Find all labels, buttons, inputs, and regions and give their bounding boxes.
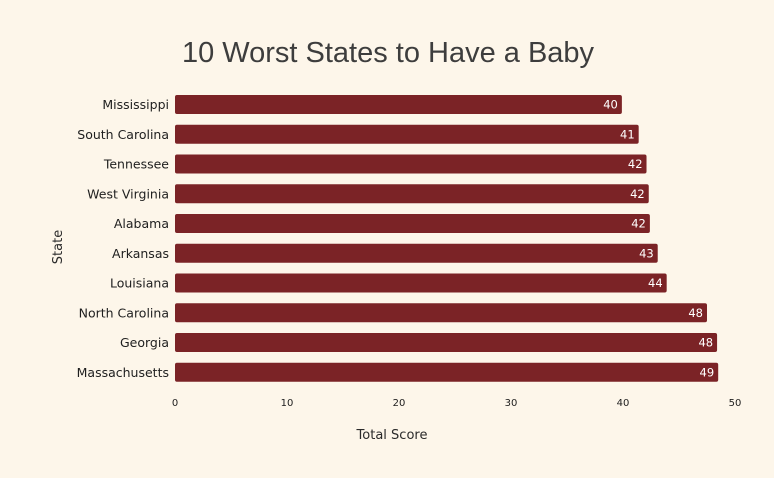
x-tick-label: 10 [281,398,294,409]
data-label: 41 [620,127,635,141]
x-axis-title: Total Score [356,428,428,443]
category-label: Arkansas [112,246,169,261]
x-tick-label: 50 [729,398,742,409]
x-tick-label: 40 [617,398,630,409]
data-label: 42 [628,157,643,171]
bar-georgia [175,333,718,352]
x-axis-ticks: 0 10 20 30 40 50 [172,398,742,409]
data-label: 42 [630,187,645,201]
bar-north-carolina [175,303,707,323]
data-label: 48 [698,336,713,350]
bar-alabama [175,214,650,233]
bars-group [175,95,719,382]
category-label: Tennessee [103,157,169,172]
bar-south-carolina [175,124,639,144]
category-label: Massachusetts [77,365,169,380]
x-tick-label: 20 [393,398,406,409]
bar-mississippi [175,95,622,114]
bar-louisiana [175,273,667,293]
y-axis-title: State [51,230,66,264]
data-label: 42 [631,217,646,231]
data-label: 48 [688,306,703,320]
data-label: 44 [648,276,663,290]
bar-tennessee [175,154,647,174]
category-label: North Carolina [79,305,169,320]
data-label: 49 [700,365,715,379]
category-label: Georgia [120,335,169,350]
category-label: West Virginia [87,186,169,201]
x-tick-label: 0 [172,398,178,409]
category-label: Louisiana [110,276,169,291]
category-labels: Mississippi South Carolina Tennessee West V… [77,97,170,380]
category-label: South Carolina [77,127,169,142]
category-label: Alabama [114,216,169,231]
bar-arkansas [175,243,658,263]
bar-massachusetts [175,362,719,382]
chart-title: 10 Worst States to Have a Baby [182,37,595,69]
data-labels: 40 41 42 42 42 43 44 48 48 49 [603,98,714,380]
data-label: 40 [603,98,618,112]
category-label: Mississippi [102,97,169,112]
data-label: 43 [639,246,654,260]
x-tick-label: 30 [505,398,518,409]
bar-west-virginia [175,184,649,204]
